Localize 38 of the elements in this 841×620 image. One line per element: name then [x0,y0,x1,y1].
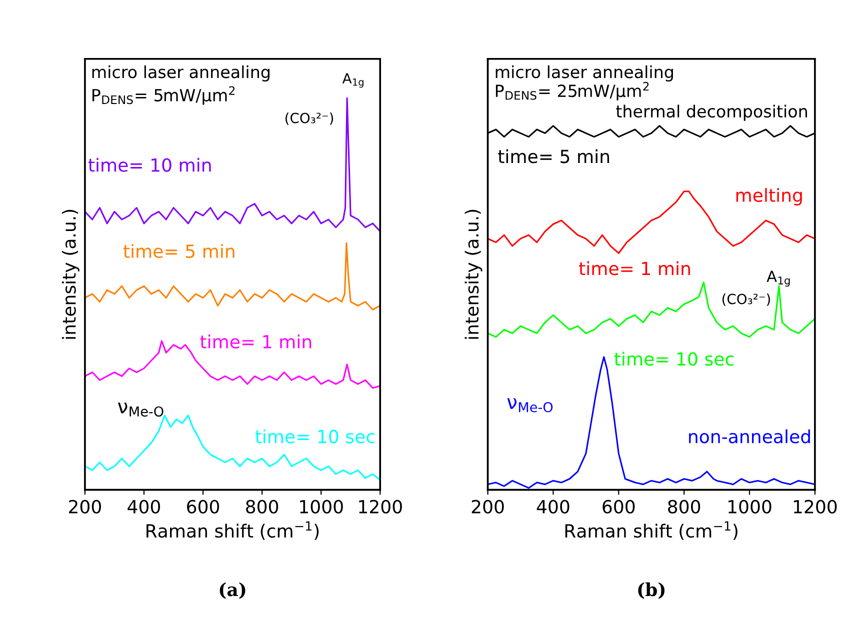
x-tick-label: 1000 [728,500,772,514]
x-tick-label: 600 [187,500,220,514]
series-label: time= 10 min [88,158,211,172]
x-tick-label: 400 [536,500,570,514]
series-label: time= 5 min [498,149,609,164]
x-tick-label: 1200 [794,500,837,514]
text: thermal decomposition [616,104,807,121]
x-tick-label: 800 [246,500,278,514]
x-axis-title: Raman shift (cm$^{−1}$) [565,521,738,540]
annotation: ν$_{Me-O}$ [118,402,164,417]
x-tick-label: 1200 [359,500,402,514]
annotation: ν$_{Me-O}$ [507,398,553,412]
text: P$_{DENS}$= 25mW/μm$^{2}$ [496,82,649,100]
x-tick-label: 200 [472,500,504,514]
text: micro laser annealing [92,65,270,82]
annotation: A$_{1g}$ [766,270,790,287]
y-axis-title: intensity (a.u.) [62,210,80,339]
text: A$_{1g}$ [342,73,364,88]
annotation: (CO₃²⁻) [722,294,770,306]
text: (b) [638,582,664,599]
annotation: P$_{DENS}$= 5mW/μm$^{2}$ [92,86,235,105]
series-label: time= 1 min [200,334,312,349]
text: (a) [220,582,246,599]
x-tick-label: 800 [668,500,700,514]
x-axis-title: Raman shift (cm$^{−1}$) [146,521,319,540]
x-tick-label: 200 [69,500,101,514]
annotation: (CO₃²⁻) [286,112,334,125]
series-label: time= 10 sec [255,429,374,444]
series-label: time= 10 sec [614,352,734,366]
x-tick-label: 600 [602,500,635,514]
x-tick-label: 1000 [300,500,343,514]
series-label: time= 5 min [123,244,234,258]
series-label: non-annealed [689,429,810,444]
text: micro laser annealing [496,65,673,82]
y-axis-title: intensity (a.u.) [464,210,482,339]
annotation: melting [736,188,802,206]
x-tick-label: 400 [128,500,160,514]
series-label: time= 1 min [579,261,690,276]
